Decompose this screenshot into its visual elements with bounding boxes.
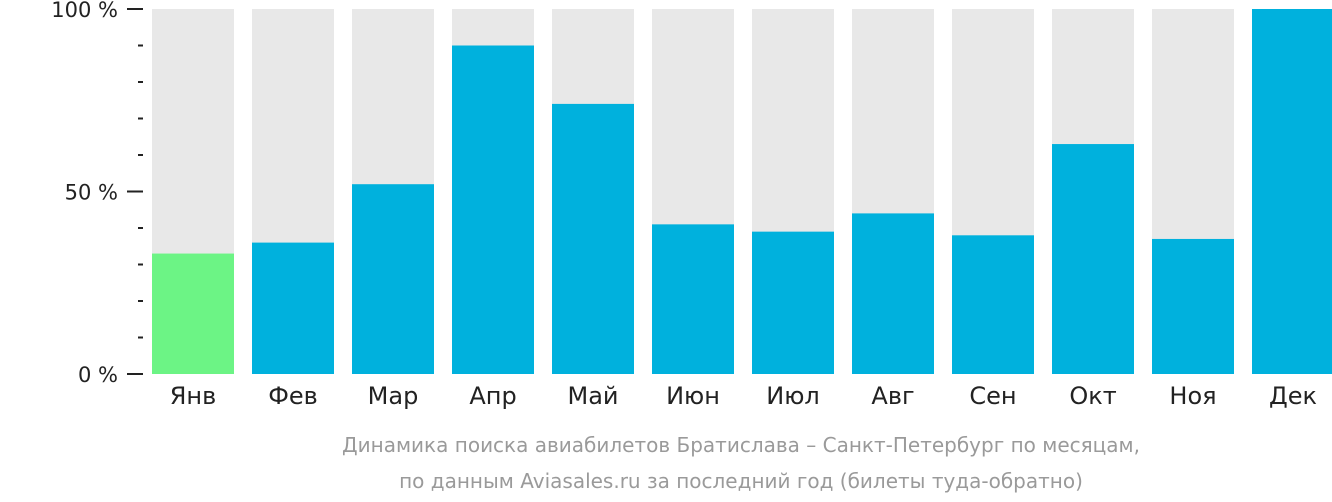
x-tick-label: Май	[567, 382, 618, 410]
x-tick-label: Мар	[368, 382, 419, 410]
x-tick-label: Окт	[1069, 382, 1116, 410]
x-tick-label: Ноя	[1169, 382, 1216, 410]
caption-line-2: по данным Aviasales.ru за последний год …	[399, 469, 1083, 493]
x-tick-label: Дек	[1269, 382, 1317, 410]
bar	[252, 242, 334, 374]
y-tick-label: 100 %	[51, 0, 118, 22]
x-tick-label: Авг	[871, 382, 914, 410]
bar	[352, 184, 434, 374]
caption-line-1: Динамика поиска авиабилетов Братислава –…	[342, 433, 1140, 457]
bars	[152, 9, 1332, 375]
bar	[452, 45, 534, 374]
y-axis: 0 % 50 % 100 %	[51, 0, 143, 387]
x-axis-labels: Янв Фев Мар Апр Май Июн Июл Авг Сен Окт Ноя Дек	[170, 382, 1317, 410]
bar	[752, 231, 834, 374]
bar	[652, 224, 734, 374]
bar	[952, 235, 1034, 374]
x-tick-label: Сен	[969, 382, 1016, 410]
bar	[1152, 238, 1234, 374]
x-tick-label: Апр	[469, 382, 516, 410]
bar	[152, 253, 234, 374]
x-tick-label: Июл	[766, 382, 820, 410]
bar	[1252, 9, 1332, 374]
bar	[1052, 144, 1134, 374]
x-tick-label: Янв	[170, 382, 217, 410]
x-tick-label: Июн	[666, 382, 720, 410]
x-tick-label: Фев	[268, 382, 318, 410]
bar	[852, 213, 934, 374]
y-tick-label: 50 %	[65, 181, 118, 205]
y-tick-label: 0 %	[78, 363, 118, 387]
bar	[552, 103, 634, 375]
